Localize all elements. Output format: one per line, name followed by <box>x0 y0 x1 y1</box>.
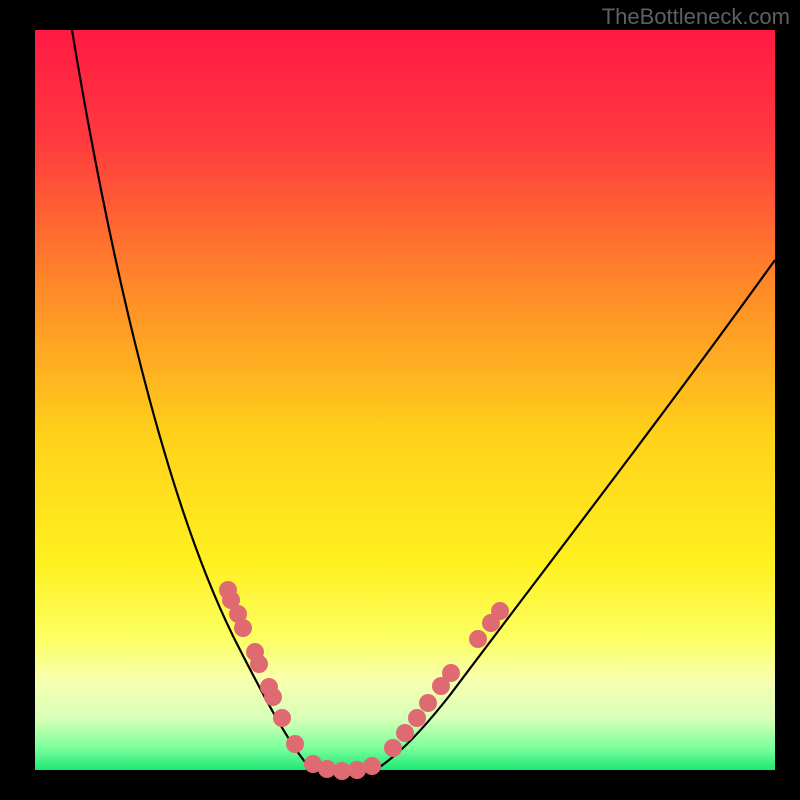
marker-dot <box>234 619 252 637</box>
plot-background <box>35 30 775 770</box>
marker-dot <box>273 709 291 727</box>
marker-dot <box>264 688 282 706</box>
marker-dot <box>491 602 509 620</box>
marker-dot <box>250 655 268 673</box>
marker-dot <box>469 630 487 648</box>
chart-svg <box>0 0 800 800</box>
marker-dot <box>396 724 414 742</box>
marker-dot <box>442 664 460 682</box>
watermark-text: TheBottleneck.com <box>602 4 790 30</box>
marker-dot <box>363 757 381 775</box>
marker-dot <box>419 694 437 712</box>
marker-dot <box>384 739 402 757</box>
marker-dot <box>286 735 304 753</box>
marker-dot <box>408 709 426 727</box>
chart-canvas: TheBottleneck.com <box>0 0 800 800</box>
